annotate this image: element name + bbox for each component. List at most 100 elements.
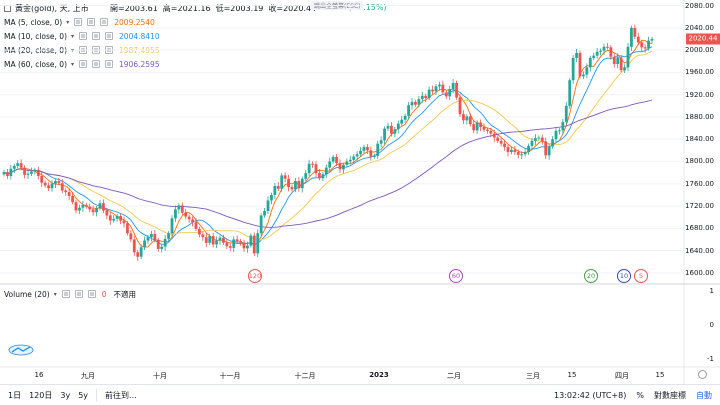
timeframe-5y[interactable]: 5y <box>78 390 89 400</box>
settings-icon[interactable] <box>74 290 83 298</box>
time-axis-tick: 15 <box>567 371 577 379</box>
goto-date-button[interactable]: 前往到... <box>105 390 137 401</box>
candle-body <box>444 92 448 97</box>
indicator-ma60[interactable]: MA (60, close, 0) ▾ 1906.2595 <box>4 58 160 70</box>
candle-body <box>530 140 534 146</box>
indicator-value: 1906.2595 <box>119 59 160 69</box>
time-axis-tick: 四月 <box>615 372 629 380</box>
clock[interactable]: 13:02:42 (UTC+8) <box>554 391 627 400</box>
percent-toggle[interactable]: % <box>636 391 644 400</box>
candle-body <box>167 233 170 239</box>
tradingview-logo-icon[interactable] <box>8 344 34 356</box>
eye-icon[interactable] <box>79 32 88 40</box>
volume-value: 0 <box>101 289 107 299</box>
compare-icon[interactable] <box>4 4 11 12</box>
candle-body <box>249 235 253 246</box>
candle-body <box>143 240 146 248</box>
candle-body <box>273 185 277 195</box>
candle-body <box>475 122 479 131</box>
candle-body <box>331 157 335 162</box>
settings-icon[interactable] <box>92 32 101 40</box>
candle-body <box>499 140 503 144</box>
candle-body <box>204 237 208 243</box>
event-badge[interactable]: 120 <box>248 269 262 283</box>
eye-icon[interactable] <box>79 60 88 68</box>
close-icon[interactable] <box>105 60 114 68</box>
candle-body <box>482 126 486 130</box>
event-badge[interactable]: 5 <box>634 269 648 283</box>
candle-body <box>510 149 513 153</box>
candle-body <box>369 150 373 157</box>
indicator-ma10[interactable]: MA (10, close, 0) ▾ 2004.8410 <box>4 30 160 42</box>
candle-body <box>126 223 129 234</box>
candle-body <box>307 163 311 174</box>
chevron-down-icon[interactable]: ▾ <box>53 290 57 298</box>
candle-body <box>486 129 489 131</box>
timeframe-1d[interactable]: 1日 <box>8 390 22 400</box>
price-axis-tick: 1800.00 <box>685 157 714 166</box>
candle-body <box>256 233 260 254</box>
indicator-value: 2009.2540 <box>114 17 155 27</box>
candle-body <box>50 183 54 189</box>
candle-body <box>506 147 510 153</box>
candle-body <box>201 234 205 238</box>
candle-body <box>544 141 548 156</box>
settings-icon[interactable] <box>87 18 96 26</box>
timeframe-120d[interactable]: 120日 <box>29 390 53 400</box>
chevron-down-icon[interactable]: ▾ <box>71 60 75 68</box>
candle-body <box>420 95 424 100</box>
candle-body <box>156 240 160 249</box>
chevron-down-icon[interactable]: ▾ <box>71 32 75 40</box>
candle-body <box>534 138 537 141</box>
auto-scale-toggle[interactable]: 自動 <box>696 391 712 400</box>
log-scale-toggle[interactable]: 對數座標 <box>654 391 686 400</box>
time-axis-tick: 十一月 <box>219 372 241 380</box>
open-value: 2003.61 <box>124 4 158 13</box>
chevron-down-icon[interactable]: ▾ <box>66 18 70 26</box>
close-icon[interactable] <box>100 18 109 26</box>
candle-body <box>410 101 414 106</box>
candle-body <box>198 228 201 235</box>
time-axis-tick: 15 <box>655 371 665 379</box>
candle-body <box>588 57 592 68</box>
time-axis-settings-icon[interactable] <box>698 370 707 379</box>
settings-icon[interactable] <box>92 60 101 68</box>
candle-body <box>211 236 215 245</box>
symbol-title[interactable]: 黃金(gold), 天, 上市 <box>15 3 89 13</box>
candle-body <box>592 55 596 58</box>
candle-body <box>225 242 229 247</box>
candle-body <box>297 180 301 189</box>
price-axis-tick: 1760.00 <box>685 179 714 188</box>
candle-body <box>465 116 469 121</box>
timeframe-3y[interactable]: 3y <box>60 390 71 400</box>
candle-body <box>300 178 304 189</box>
candle-body <box>516 152 520 155</box>
candle-body <box>115 216 119 219</box>
candle-body <box>619 57 623 71</box>
price-axis-tick: 2080.00 <box>685 1 714 10</box>
indicator-ma5[interactable]: MA (5, close, 0) ▾ 2009.2540 <box>4 16 155 28</box>
candle-body <box>314 164 318 174</box>
eye-icon[interactable] <box>61 290 70 298</box>
event-badge[interactable]: 10 <box>617 269 631 283</box>
candle-body <box>40 175 44 183</box>
indicator-volume[interactable]: Volume (20) ▾ 0 不適用 <box>4 288 136 300</box>
candle-body <box>558 130 561 132</box>
price-axis-tick: 1720.00 <box>685 202 714 211</box>
eye-icon[interactable] <box>74 18 83 26</box>
candle-body <box>352 156 356 160</box>
event-badge[interactable]: 20 <box>584 269 598 283</box>
candle-body <box>386 125 390 129</box>
candle-body <box>383 128 386 141</box>
time-axis-tick: 十月 <box>153 372 167 380</box>
candle-body <box>112 218 116 221</box>
close-icon[interactable] <box>105 32 114 40</box>
candle-body <box>91 209 95 213</box>
close-value: 2020.44 <box>283 4 317 13</box>
close-icon[interactable] <box>87 290 96 298</box>
price-chart[interactable] <box>0 0 720 384</box>
event-badge[interactable]: 60 <box>449 269 463 283</box>
price-axis-tick: 2040.00 <box>685 23 714 32</box>
candle-body <box>633 27 637 37</box>
candle-body <box>146 237 150 241</box>
